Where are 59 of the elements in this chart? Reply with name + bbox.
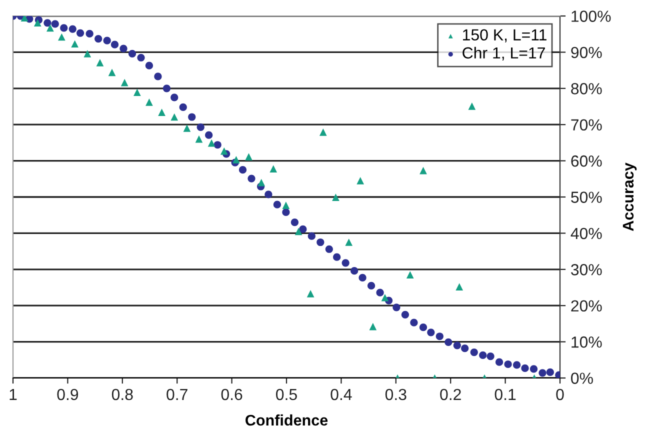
point: [369, 322, 377, 330]
point: [158, 108, 166, 116]
x-axis-title: Confidence: [246, 414, 328, 426]
point: [456, 283, 464, 290]
point: [46, 24, 54, 32]
point: [96, 59, 104, 66]
point: [195, 135, 203, 143]
point: [270, 165, 278, 172]
x-tick-label: 0.1: [494, 388, 516, 400]
y-tick-label: 20%: [571, 300, 602, 312]
point: [84, 50, 92, 58]
y-axis-title: Accuracy: [622, 162, 637, 232]
point: [258, 178, 266, 186]
point: [420, 166, 427, 174]
y-tick-label: 60%: [571, 155, 602, 167]
x-tick-label: 0.3: [385, 388, 406, 400]
y-tick-label: 70%: [571, 119, 602, 131]
point: [183, 124, 191, 132]
point: [108, 68, 116, 76]
x-tick-label: 0.8: [112, 388, 133, 400]
point: [232, 156, 240, 164]
point: [356, 177, 364, 184]
point: [120, 78, 128, 86]
point: [381, 294, 389, 302]
legend-label: Chr 1, L=17: [462, 46, 545, 60]
point: [58, 33, 66, 41]
point: [468, 102, 476, 110]
point: [319, 128, 327, 136]
x-tick-label: 0.5: [276, 388, 297, 400]
y-tick-label: 100%: [572, 10, 611, 22]
point: [34, 19, 42, 27]
point: [146, 98, 153, 106]
point: [332, 194, 340, 202]
x-tick-label: 0.4: [330, 388, 352, 400]
point: [170, 113, 178, 121]
point: [245, 153, 252, 160]
x-tick-label: 1: [10, 389, 17, 400]
x-tick-label: 0.9: [57, 388, 78, 400]
x-tick-label: 0: [556, 388, 564, 400]
point: [406, 271, 414, 279]
point: [71, 40, 78, 48]
y-tick-label: 50%: [571, 192, 602, 203]
y-tick-label: 0%: [571, 372, 593, 384]
point: [133, 88, 141, 96]
point: [345, 238, 353, 246]
point: [282, 202, 290, 209]
y-tick-label: 90%: [571, 46, 602, 58]
y-tick-label: 40%: [570, 228, 602, 240]
y-tick-label: 80%: [571, 83, 602, 94]
y-tick-label: 10%: [572, 336, 602, 348]
legend-label: 150 K, L=11: [463, 29, 546, 42]
x-tick-label: 0.6: [221, 388, 242, 400]
x-tick-label: 0.2: [440, 388, 461, 400]
x-tick-label: 0.7: [166, 388, 188, 400]
point: [208, 139, 216, 147]
point: [220, 147, 228, 155]
y-tick-label: 30%: [571, 264, 602, 276]
point: [294, 228, 302, 236]
point: [306, 290, 314, 298]
